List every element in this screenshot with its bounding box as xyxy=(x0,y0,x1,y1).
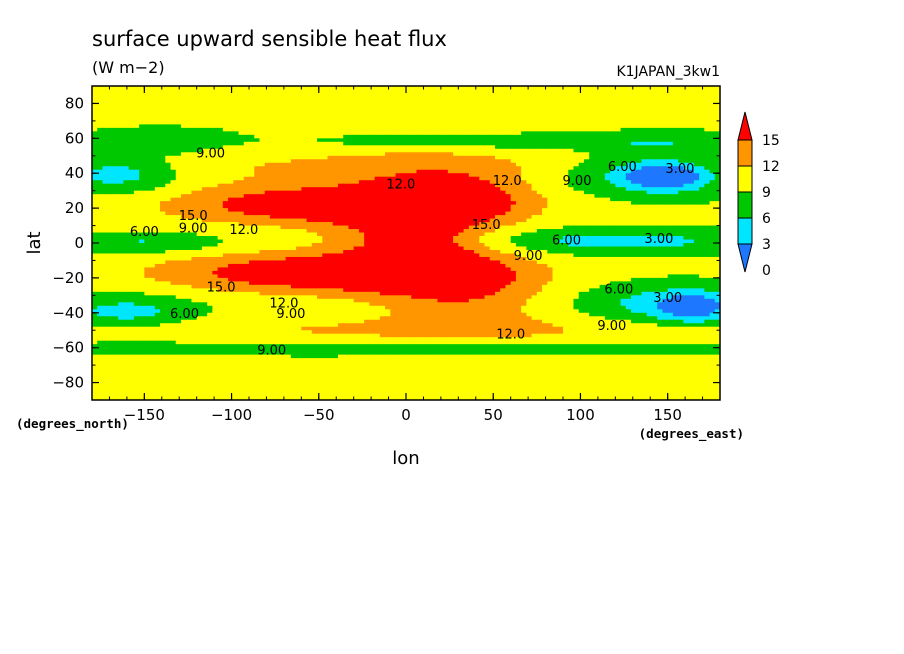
contour-label-14: 15.0 xyxy=(207,281,236,296)
contour-label-10: 3.00 xyxy=(665,162,694,177)
x-tick-label: 100 xyxy=(566,406,595,424)
contour-label-22: 9.00 xyxy=(257,343,286,358)
y-tick-label: −80 xyxy=(52,374,84,392)
colorbar-label: 15 xyxy=(762,133,780,149)
contour-label-1: 6.00 xyxy=(130,225,159,240)
contour-label-7: 15.0 xyxy=(472,218,501,233)
contour-label-12: 3.00 xyxy=(644,232,673,247)
contour-label-11: 6.00 xyxy=(552,234,581,249)
x-tick-label: −50 xyxy=(303,406,335,424)
contour-label-4: 15.0 xyxy=(179,209,208,224)
colorbar-max-arrow xyxy=(737,111,753,141)
colorbar-label: 0 xyxy=(762,263,771,279)
colorbar-min-arrow xyxy=(737,243,753,273)
colorbar-band xyxy=(737,217,753,245)
x-axis-units: (degrees_east) xyxy=(639,426,744,442)
colorbar-band xyxy=(737,191,753,219)
y-axis-units: (degrees_north) xyxy=(16,416,129,432)
colorbar-label: 12 xyxy=(762,159,780,175)
y-tick-label: 40 xyxy=(65,164,84,182)
colorbar-label: 9 xyxy=(762,185,771,201)
y-tick-label: −40 xyxy=(52,304,84,322)
contour-label-0: 9.00 xyxy=(196,146,225,161)
contour-label-2: 9.00 xyxy=(179,221,208,236)
y-tick-label: 80 xyxy=(65,94,84,112)
contour-label-16: 9.00 xyxy=(276,307,305,322)
contour-label-13: 9.00 xyxy=(514,249,543,264)
y-tick-label: 0 xyxy=(74,234,84,252)
contour-label-9: 6.00 xyxy=(608,160,637,175)
run-label: K1JAPAN_3kw1 xyxy=(616,64,720,80)
contour-label-layer: 9.006.00 9.00 12.015.012.0 12.015.09.006.00… xyxy=(130,146,695,358)
x-tick-label: 150 xyxy=(653,406,682,424)
colorbar-band xyxy=(737,165,753,193)
contour-field xyxy=(92,86,720,400)
colorbar-label: 3 xyxy=(762,237,771,253)
colorbar: 0 3 6 9 12 15 xyxy=(737,111,780,279)
contour-label-18: 6.00 xyxy=(604,282,633,297)
contour-label-6: 12.0 xyxy=(493,174,522,189)
contour-label-8: 9.00 xyxy=(563,174,592,189)
contour-label-15: 12.0 xyxy=(269,296,298,311)
colorbar-band xyxy=(737,139,753,167)
x-tick-label: −100 xyxy=(211,406,252,424)
y-axis-label: lat xyxy=(24,231,45,254)
x-axis-label: lon xyxy=(392,448,419,469)
y-axis: 80 60 40 20 0 −20 −40 −60 −80 xyxy=(52,85,720,401)
x-axis: −150 −100 −50 0 50 100 150 xyxy=(108,86,704,424)
chart-title: surface upward sensible heat flux xyxy=(92,27,447,51)
contour-label-5: 12.0 xyxy=(386,178,415,193)
contour-label-17: 6.00 xyxy=(170,307,199,322)
x-tick-label: −150 xyxy=(124,406,165,424)
y-tick-label: −60 xyxy=(52,339,84,357)
contour-label-21: 12.0 xyxy=(496,328,525,343)
colorbar-label: 6 xyxy=(762,211,771,227)
y-tick-label: 20 xyxy=(65,199,84,217)
y-tick-label: 60 xyxy=(65,129,84,147)
contour-label-3: 12.0 xyxy=(229,223,258,238)
x-tick-label: 0 xyxy=(401,406,411,424)
x-tick-label: 50 xyxy=(484,406,503,424)
contour-label-20: 9.00 xyxy=(597,319,626,334)
contour-label-19: 3.00 xyxy=(653,291,682,306)
y-tick-label: −20 xyxy=(52,269,84,287)
chart-units: (W m−2) xyxy=(92,58,165,77)
